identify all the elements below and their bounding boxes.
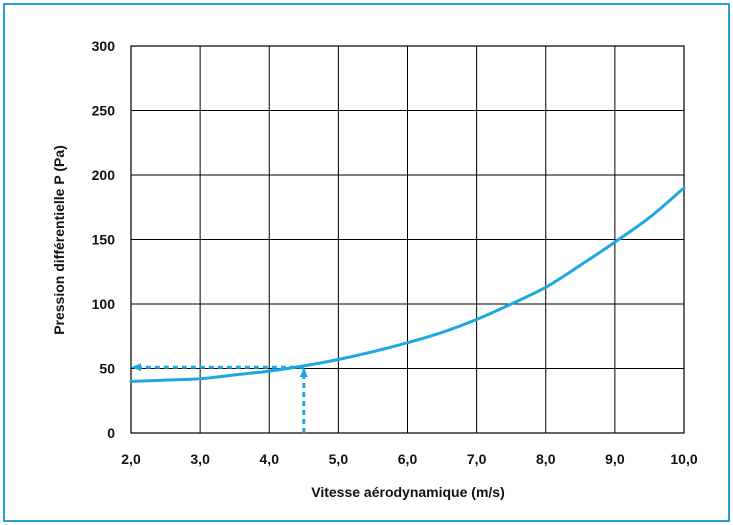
x-axis-title: Vitesse aérodynamique (m/s): [311, 484, 504, 500]
x-tick-label: 10,0: [670, 451, 697, 467]
y-tick-label: 0: [107, 425, 115, 441]
y-tick-label: 250: [92, 103, 116, 119]
chart-frame: [3, 3, 730, 522]
y-tick-label: 50: [99, 361, 115, 377]
y-tick-label: 100: [92, 296, 116, 312]
x-tick-label: 8,0: [536, 451, 556, 467]
x-tick-label: 3,0: [190, 451, 210, 467]
x-tick-label: 2,0: [121, 451, 141, 467]
x-tick-label: 7,0: [467, 451, 487, 467]
y-axis-title: Pression différentielle P (Pa): [51, 145, 67, 335]
plot-area-border: [130, 45, 685, 434]
x-tick-label: 4,0: [260, 451, 280, 467]
x-axis-ticks: 2,0 3,0 4,0 5,0 6,0 7,0 8,0 9,0 10,0: [121, 451, 698, 467]
x-tick-label: 9,0: [605, 451, 625, 467]
y-tick-label: 200: [92, 167, 116, 183]
y-tick-label: 300: [92, 38, 116, 54]
x-tick-label: 6,0: [398, 451, 418, 467]
y-axis-ticks: 0 50 100 150 200 250 300: [92, 38, 116, 441]
x-tick-label: 5,0: [329, 451, 349, 467]
grid-lines: [130, 45, 685, 434]
series-layer: [129, 186, 686, 383]
y-tick-label: 150: [92, 232, 116, 248]
annotation-arrows: [131, 363, 308, 433]
series-line: [129, 186, 686, 383]
